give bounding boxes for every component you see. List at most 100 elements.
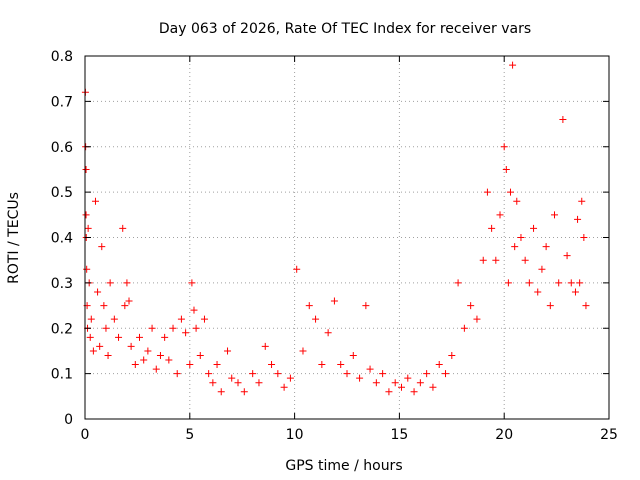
data-point xyxy=(186,361,194,369)
x-tick-label: 25 xyxy=(600,427,618,443)
data-point xyxy=(305,302,313,310)
data-point xyxy=(286,374,294,382)
data-point xyxy=(435,361,443,369)
data-point xyxy=(140,356,148,364)
data-point xyxy=(91,197,99,205)
data-point xyxy=(509,61,517,69)
data-point xyxy=(135,333,143,341)
data-point xyxy=(169,324,177,332)
data-point xyxy=(511,243,519,251)
data-point xyxy=(391,379,399,387)
data-point xyxy=(488,224,496,232)
data-point xyxy=(190,306,198,314)
x-tick-labels: 0 5 10 15 20 25 xyxy=(81,427,618,443)
data-point xyxy=(525,279,533,287)
data-point xyxy=(205,370,213,378)
data-point xyxy=(454,279,462,287)
data-point xyxy=(173,370,181,378)
data-point xyxy=(228,374,236,382)
data-point xyxy=(385,388,393,396)
data-point xyxy=(546,302,554,310)
data-point xyxy=(343,370,351,378)
data-point xyxy=(356,374,364,382)
data-point xyxy=(200,315,208,323)
data-point xyxy=(84,224,92,232)
x-tick-label: 0 xyxy=(81,427,90,443)
y-tick-label: 0.3 xyxy=(51,276,73,292)
data-point xyxy=(483,188,491,196)
data-point xyxy=(261,342,269,350)
y-tick-label: 0.1 xyxy=(51,367,73,383)
data-point xyxy=(372,379,380,387)
data-point xyxy=(106,279,114,287)
data-points xyxy=(81,61,590,396)
data-point xyxy=(318,361,326,369)
data-point xyxy=(578,197,586,205)
data-point xyxy=(188,279,196,287)
data-point xyxy=(293,265,301,273)
data-point xyxy=(125,297,133,305)
y-tick-label: 0 xyxy=(64,412,73,428)
data-point xyxy=(563,252,571,260)
data-point xyxy=(104,351,112,359)
grid xyxy=(85,56,609,419)
data-point xyxy=(574,215,582,223)
data-point xyxy=(442,370,450,378)
data-point xyxy=(460,324,468,332)
data-point xyxy=(521,256,529,264)
data-point xyxy=(213,361,221,369)
data-point xyxy=(517,234,525,241)
data-point xyxy=(324,329,332,337)
data-point xyxy=(217,388,225,396)
data-point xyxy=(423,370,431,378)
plot-frame xyxy=(84,55,610,420)
data-point xyxy=(182,329,190,337)
data-point xyxy=(196,351,204,359)
data-point xyxy=(87,315,95,323)
data-point xyxy=(567,279,575,287)
data-point xyxy=(131,361,139,369)
data-point xyxy=(337,361,345,369)
data-point xyxy=(467,302,475,310)
data-point xyxy=(379,370,387,378)
data-point xyxy=(349,351,357,359)
data-point xyxy=(492,256,500,264)
data-point xyxy=(83,265,91,273)
data-point xyxy=(513,197,521,205)
data-point xyxy=(366,365,374,373)
data-point xyxy=(98,243,106,251)
data-point xyxy=(161,333,169,341)
data-point xyxy=(268,361,276,369)
y-tick-label: 0.8 xyxy=(51,49,73,65)
data-point xyxy=(152,365,160,373)
data-point xyxy=(240,388,248,396)
data-point xyxy=(576,279,584,287)
x-tick-label: 5 xyxy=(185,427,194,443)
data-point xyxy=(119,224,127,232)
data-point xyxy=(530,224,538,232)
data-point xyxy=(94,288,102,296)
y-tick-label: 0.2 xyxy=(51,321,73,337)
data-point xyxy=(148,324,156,332)
data-point xyxy=(500,143,508,151)
data-point xyxy=(209,379,217,387)
data-point xyxy=(542,243,550,251)
y-tick-label: 0.6 xyxy=(51,140,73,156)
data-point xyxy=(397,383,405,391)
data-point xyxy=(551,211,559,219)
x-tick-label: 20 xyxy=(495,427,513,443)
y-tick-label: 0.4 xyxy=(51,231,73,247)
ticks xyxy=(84,55,610,420)
data-point xyxy=(82,165,90,173)
data-point xyxy=(115,333,123,341)
data-point xyxy=(312,315,320,323)
data-point xyxy=(100,302,108,310)
data-point xyxy=(274,370,282,378)
data-point xyxy=(416,379,424,387)
data-point xyxy=(299,347,307,355)
data-point xyxy=(82,211,90,219)
data-point xyxy=(144,347,152,355)
data-point xyxy=(504,279,512,287)
data-point xyxy=(534,288,542,296)
data-point xyxy=(89,347,97,355)
